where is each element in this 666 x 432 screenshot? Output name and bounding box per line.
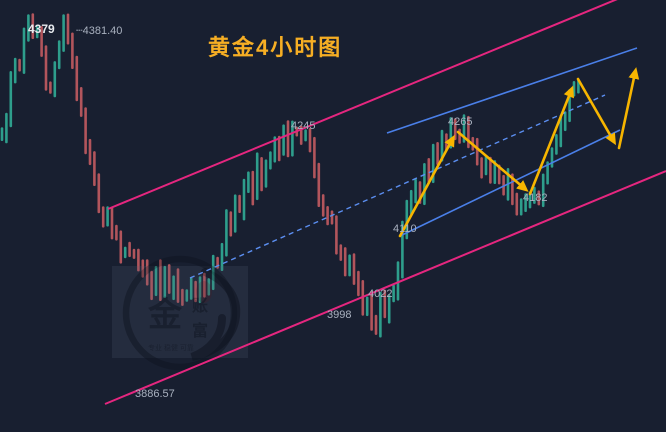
svg-text:账: 账 (192, 297, 208, 315)
svg-text:金: 金 (147, 295, 183, 334)
svg-text:富: 富 (192, 321, 208, 340)
svg-text:专业 稳健 可靠: 专业 稳健 可靠 (148, 343, 194, 352)
